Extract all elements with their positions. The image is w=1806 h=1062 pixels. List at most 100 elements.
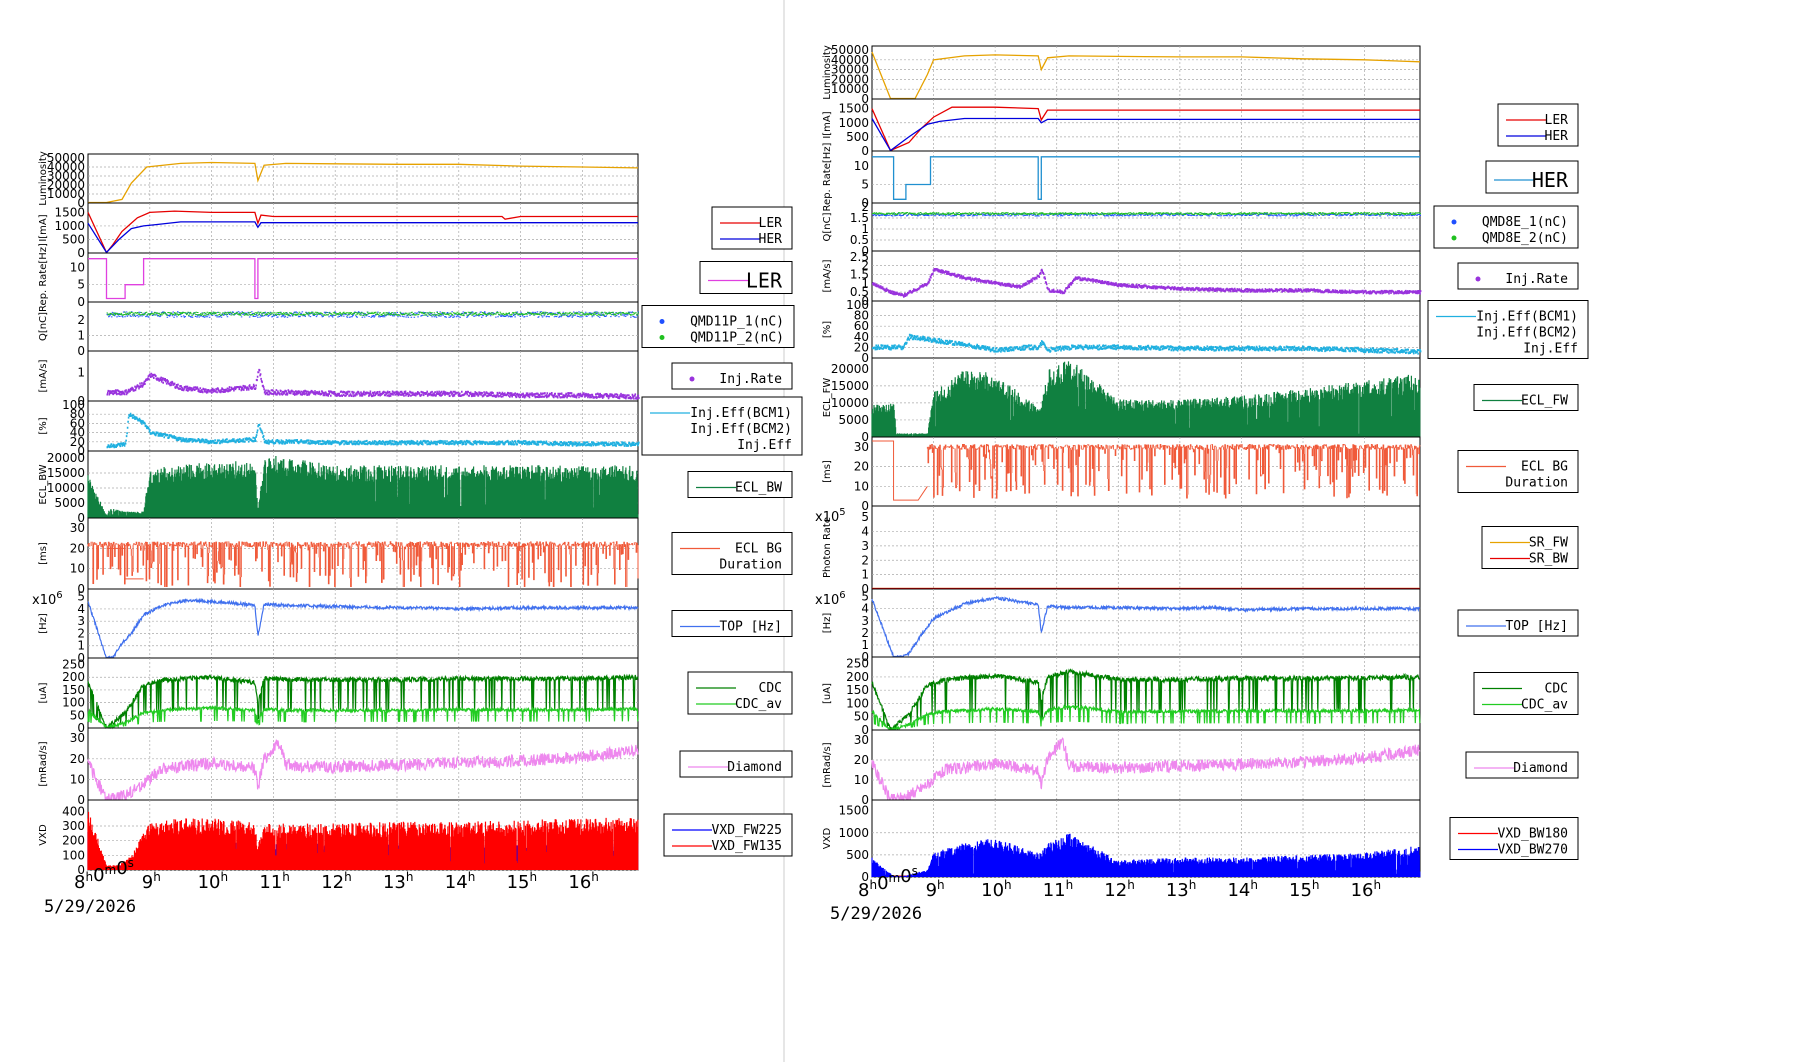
legend-box [1449,817,1579,860]
x-tick-label: 13h [1166,878,1197,901]
legend-label: LER [759,216,783,231]
x-tick-label: 15h [507,870,538,893]
legend-box [1497,103,1579,147]
series-vxd_blue [871,833,1421,877]
legend-label: ECL_BW [735,481,782,496]
legend-box [641,396,803,456]
y-tick-label: 50 [854,710,869,724]
series-diamond [871,737,1421,801]
y-tick-label: 2 [861,626,869,640]
legend-label: ECL BG [735,542,782,557]
series-cdc_av [871,703,1421,731]
y-tick-label: 2 [861,259,869,273]
legend-box [1457,609,1579,637]
x-tick-label: 11h [1043,878,1074,901]
legend-label: CDC_av [1521,698,1568,713]
legend-label: HER [759,232,783,247]
series-her [871,117,1420,152]
y-tick-label: 4 [77,602,85,616]
legend-label: SR_FW [1529,536,1568,551]
series-cdc [87,673,639,730]
y-tick-label: 60 [70,416,85,430]
y-tick-label: 0 [77,651,85,665]
legend-label: Inj.Rate [719,372,782,387]
y-tick-label: 100 [62,696,85,710]
legend-label: Inj.Eff(BCM2) [1476,326,1578,341]
legend-label: TOP [Hz] [719,620,782,635]
y-tick-label: 1000 [838,826,869,840]
y-axis-label: ECL_BW [38,464,49,504]
y-tick-label: 0 [861,244,869,258]
y-tick-label: 30 [70,731,85,745]
panel: 1 0 [mA/s] Inj.Rate [38,350,793,408]
legend: Inj.Eff(BCM1)Inj.Eff(BCM2)Inj.Eff [641,396,803,456]
y-tick-label: 60 [854,319,869,333]
series-eclbg [872,440,1421,501]
legend: HER [1485,160,1579,194]
legend-label: HER [1545,129,1569,144]
y-axis-label: VXD [38,824,49,846]
y-tick-label: 200 [62,834,85,848]
legend-box [1473,384,1579,411]
legend-label: QMD11P_2(nC) [690,331,784,346]
y-tick-label: 10000 [831,396,869,410]
x-tick-label: 8h0m0s [858,864,918,901]
y-axis-label: [mA/s] [38,359,49,392]
y-tick-label: 0 [861,92,869,106]
y-tick-label: 0 [861,196,869,210]
y-axis-label: Rep. Rate[Hz] [822,142,833,211]
y-tick-label: 15000 [47,466,85,480]
y-tick-label: 20 [70,752,85,766]
x-tick-label: 12h [1104,878,1135,901]
y-tick-label: 5 [861,178,869,192]
y-axis-label: Q[nC] [822,212,833,241]
y-tick-label: 5 [861,510,869,524]
y-tick-label: 15000 [831,379,869,393]
y-tick-label: 0 [861,582,869,596]
legend: ECL_FW [1473,384,1579,411]
y-tick-label: 30 [70,521,85,535]
legend-label: Inj.Eff(BCM1) [690,406,792,421]
x-tick-label: 16h [568,870,599,893]
legend-box [711,206,793,250]
y-tick-label: 3 [861,614,869,628]
x-tick-label: 15h [1289,878,1320,901]
y-axis-label: [ms] [822,460,833,483]
x-tick-label: 9h [926,878,945,901]
legend-box [1427,300,1589,359]
series-rep_ler [88,258,638,300]
legend-label: ECL_FW [1521,394,1568,409]
x-tick-label: 12h [321,870,352,893]
y-tick-label: 30 [854,440,869,454]
legend-label: VXD_FW225 [712,823,782,838]
y-tick-label: 1 [861,276,869,290]
y-axis-label: [Hz] [38,613,49,634]
legend-label: QMD8E_2(nC) [1482,231,1568,246]
legend-label: Inj.Eff(BCM1) [1476,310,1578,325]
multiplier-label: x105 [815,507,846,525]
panel: 20000 15000 10000 5000 0 ECL_FW ECL_FW [822,357,1579,444]
chart-page-her: 50000400003000020000100000Luminosity1500… [815,43,1589,924]
series-q2 [872,212,1421,216]
legend: LER [699,261,793,294]
y-tick-label: 20 [854,753,869,767]
legend: ECL_BW [687,471,793,498]
y-tick-label: 30 [854,733,869,747]
y-tick-label: 2 [77,626,85,640]
series-ecl [871,361,1421,437]
x-tick-label: 9h [142,870,161,893]
y-tick-label: 1500 [54,205,85,219]
x-axis: 8h0m0s 9h 10h 11h 12h 13h 14h 15h 16h 5/29/2026 [44,856,599,917]
legend-label: TOP [Hz] [1505,619,1568,634]
legend-box [671,610,793,637]
x-tick-label: 8h0m0s [74,856,134,893]
y-axis-label: I[mA] [38,214,49,241]
legend: Inj.Eff(BCM1)Inj.Eff(BCM2)Inj.Eff [1427,300,1589,359]
y-tick-label: 0 [861,144,869,158]
